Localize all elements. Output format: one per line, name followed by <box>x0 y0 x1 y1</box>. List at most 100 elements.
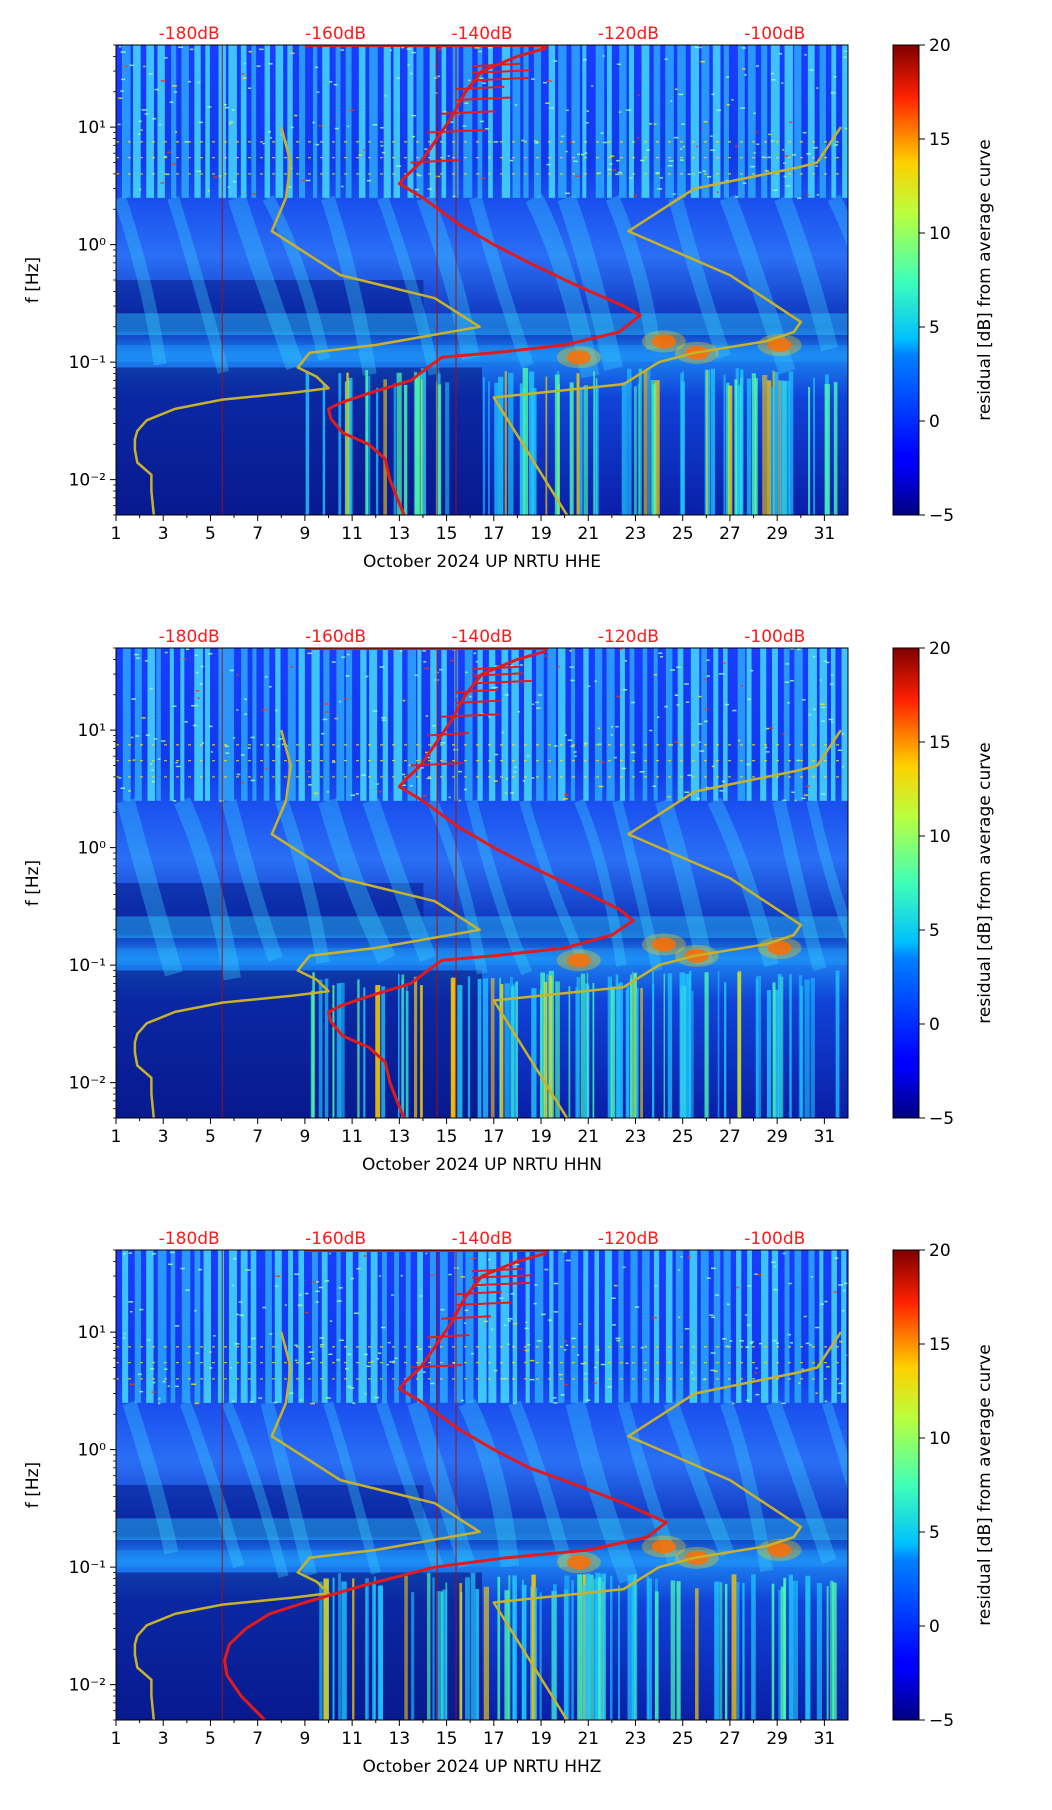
noise-speck <box>834 144 838 146</box>
noise-speck <box>769 727 774 729</box>
noise-speck <box>333 83 338 86</box>
noise-speck <box>553 1311 558 1313</box>
noise-speck <box>129 1383 135 1386</box>
noise-speck <box>494 1369 498 1372</box>
mean-curve-wiggle <box>427 129 486 134</box>
noise-speck <box>426 756 430 759</box>
noise-speck <box>239 1314 244 1316</box>
noise-speck <box>737 739 741 742</box>
daily-stripe <box>312 45 318 198</box>
noise-speck <box>567 739 573 741</box>
daily-stripe <box>323 648 330 801</box>
daily-stripe <box>747 45 756 198</box>
noise-speck <box>699 46 702 49</box>
daily-stripe <box>217 1250 225 1403</box>
event-streak <box>784 380 791 515</box>
daily-stripe <box>194 648 203 801</box>
event-streak <box>510 976 513 1118</box>
colorbar-tick-label: 15 <box>929 1335 951 1355</box>
noise-speck <box>569 141 573 143</box>
noise-speck <box>175 765 181 768</box>
daily-stripe <box>407 648 416 801</box>
noise-speck <box>122 1337 126 1339</box>
event-streak <box>588 1574 594 1720</box>
noise-speck <box>754 1273 758 1275</box>
noise-speck <box>783 175 787 178</box>
noise-speck <box>740 107 746 109</box>
noise-speck <box>542 81 547 84</box>
noise-speck <box>236 773 241 776</box>
colorbar-tick-label: 10 <box>929 827 951 847</box>
daily-stripe <box>819 45 826 198</box>
event-streak <box>323 1578 329 1720</box>
noise-speck <box>284 1304 287 1306</box>
noise-speck <box>377 790 381 793</box>
noise-speck <box>809 1344 812 1346</box>
x-tick-label: 15 <box>436 1729 458 1749</box>
daily-stripe <box>240 45 247 198</box>
noise-speck <box>713 1370 718 1372</box>
daily-stripe <box>533 45 542 198</box>
event-streak <box>772 982 776 1118</box>
colorbar-tick-label: 20 <box>929 36 951 56</box>
noise-speck <box>274 709 279 712</box>
colorbar <box>892 647 920 1119</box>
noise-speck <box>618 648 623 651</box>
event-streak <box>679 972 686 1118</box>
noise-speck <box>262 1306 267 1309</box>
event-streak <box>714 1581 720 1720</box>
noise-speck <box>634 1306 640 1308</box>
noise-speck <box>716 109 722 112</box>
daily-stripe <box>747 1250 752 1403</box>
x-tick-label: 7 <box>252 1127 263 1147</box>
x-tick-label: 29 <box>766 1729 788 1749</box>
daily-stripe <box>723 648 728 801</box>
noise-speck <box>502 1377 508 1380</box>
noise-speck <box>299 1399 303 1401</box>
noise-speck <box>167 1263 173 1266</box>
daily-stripe <box>228 1250 238 1403</box>
event-streak <box>780 976 784 1118</box>
noise-speck <box>610 726 613 728</box>
noise-speck <box>573 160 578 163</box>
daily-stripe <box>488 45 493 198</box>
noise-speck <box>658 652 663 654</box>
noise-speck <box>259 48 264 51</box>
daily-stripe <box>275 45 284 198</box>
noise-speck <box>381 719 387 721</box>
daily-stripe <box>157 45 165 198</box>
noise-speck <box>366 1365 371 1368</box>
noise-speck <box>414 674 418 677</box>
noise-speck <box>439 668 443 671</box>
noise-speck <box>144 660 149 662</box>
colorbar-tick-label: 0 <box>929 412 940 432</box>
daily-stripe <box>675 1250 684 1403</box>
colorbar-tick-label: −5 <box>929 506 954 526</box>
daily-stripe <box>512 1250 518 1403</box>
noise-speck <box>268 685 272 688</box>
noise-speck <box>267 130 272 133</box>
y-tick-label: 10⁻¹ <box>69 353 106 373</box>
noise-speck <box>334 717 338 720</box>
event-streak <box>615 974 619 1118</box>
noise-speck <box>399 650 403 652</box>
event-streak <box>719 1582 723 1720</box>
daily-stripe <box>335 45 341 198</box>
event-streak <box>341 1581 347 1720</box>
noise-speck <box>318 1286 324 1289</box>
noise-speck <box>233 1257 236 1260</box>
event-streak <box>637 987 639 1118</box>
event-streak <box>735 368 739 515</box>
daily-stripe <box>701 648 708 801</box>
noise-speck <box>736 1286 740 1289</box>
noise-speck <box>510 1293 515 1295</box>
daily-stripe <box>288 1250 294 1403</box>
daily-stripe <box>465 1250 474 1403</box>
event-streak <box>459 1583 463 1720</box>
event-streak <box>670 1580 676 1720</box>
noise-speck <box>673 136 679 139</box>
noise-speck <box>363 1255 368 1257</box>
noise-speck <box>151 1391 156 1393</box>
daily-stripe <box>381 1250 387 1403</box>
x-tick-label: 5 <box>205 524 216 544</box>
